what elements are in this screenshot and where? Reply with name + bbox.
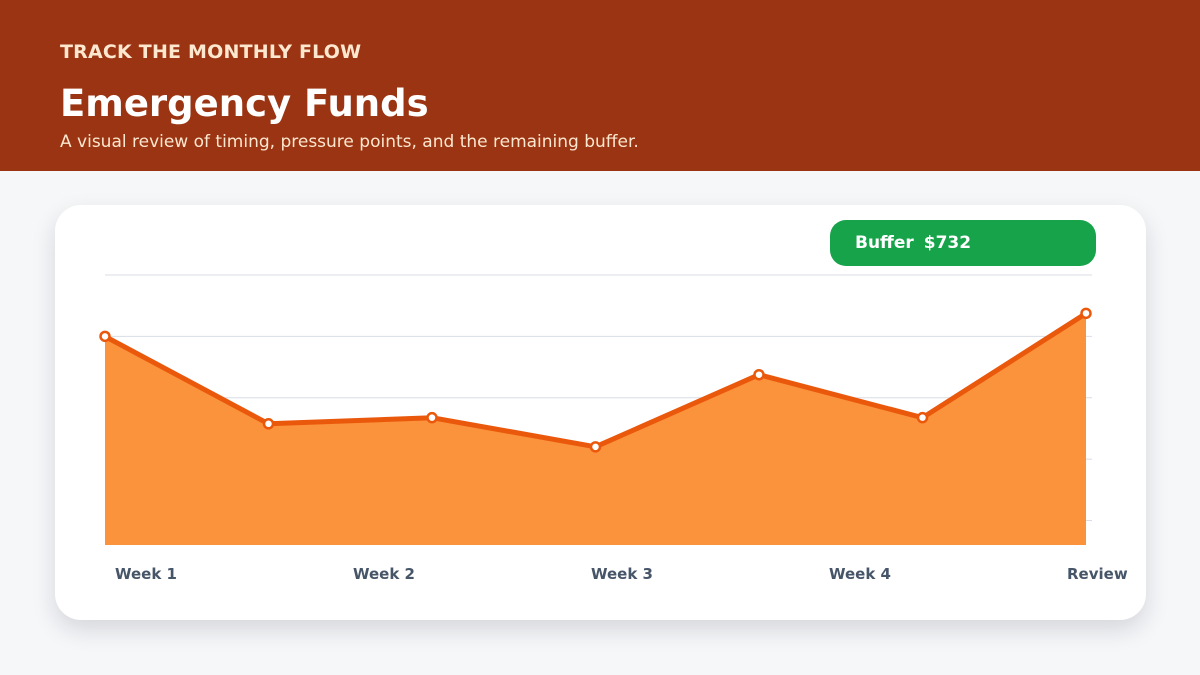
x-axis-labels: Week 1 Week 2 Week 3 Week 4 Review — [115, 565, 1128, 583]
data-point — [1080, 307, 1092, 320]
x-tick-label: Week 3 — [591, 565, 653, 583]
buffer-value: $732 — [923, 233, 972, 253]
buffer-label: Buffer — [855, 233, 914, 253]
x-tick-label: Review — [1067, 565, 1128, 583]
data-point — [426, 411, 438, 424]
data-point — [589, 441, 602, 453]
x-tick-label: Week 2 — [353, 565, 415, 583]
data-point — [916, 411, 929, 424]
x-tick-label: Week 1 — [115, 565, 177, 583]
eyebrow-text: TRACK THE MONTHLY FLOW — [60, 41, 362, 63]
area-layer — [105, 313, 1086, 545]
header-banner: TRACK THE MONTHLY FLOW Emergency Funds A… — [0, 0, 1200, 171]
area-fill — [105, 313, 1086, 545]
x-tick-label: Week 4 — [829, 565, 891, 583]
point-layer — [99, 307, 1092, 453]
data-point — [262, 418, 275, 430]
buffer-badge: Buffer $732 — [830, 220, 1096, 266]
data-point — [99, 330, 111, 343]
data-point — [753, 368, 765, 381]
page-subtitle: A visual review of timing, pressure poin… — [60, 132, 639, 152]
page-title: Emergency Funds — [60, 82, 429, 125]
